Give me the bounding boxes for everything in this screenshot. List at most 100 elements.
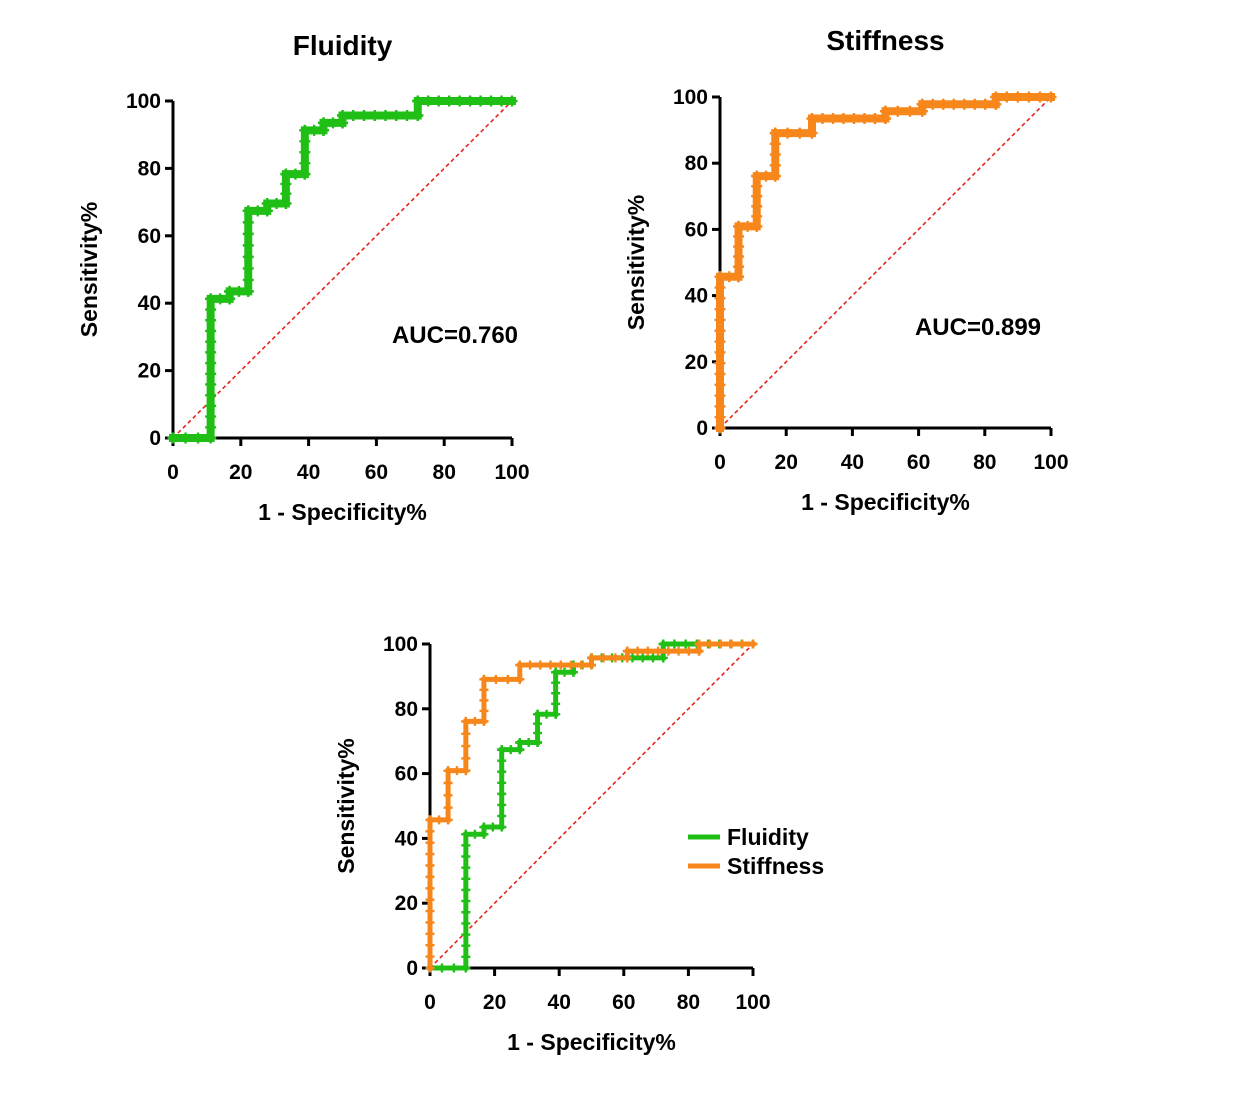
fluidity-point-marker xyxy=(461,952,471,962)
stiffness-point-marker xyxy=(1001,91,1013,103)
fluidity-point-marker xyxy=(205,357,217,369)
fluidity-point-marker xyxy=(299,168,311,180)
stiffness-point-marker xyxy=(751,220,763,232)
stiffness-point-marker xyxy=(425,849,435,859)
x-tick-label: 80 xyxy=(677,991,700,1014)
stiffness-point-marker xyxy=(587,653,596,663)
stiffness-point-marker xyxy=(525,660,535,670)
y-tick-label: 0 xyxy=(696,417,708,440)
stiffness-point-marker xyxy=(576,660,586,670)
stiffness-point-marker xyxy=(443,790,453,800)
stiffness-point-marker xyxy=(674,646,684,656)
fluidity-point-marker xyxy=(461,840,471,850)
fluidity-point-marker xyxy=(497,822,507,832)
stiffness-point-marker xyxy=(714,346,726,358)
stiffness-point-marker xyxy=(769,127,781,139)
fluidity-point-marker xyxy=(299,135,311,147)
reference-diagonal-line xyxy=(172,100,513,439)
stiffness-point-marker xyxy=(633,646,643,656)
stiffness-point-marker xyxy=(461,753,471,763)
stiffness-point-marker xyxy=(425,815,435,825)
fluidity-point-marker xyxy=(205,378,217,390)
stiffness-point-marker xyxy=(535,660,545,670)
stiffness-point-marker xyxy=(733,261,745,273)
fluidity-point-marker xyxy=(205,346,217,358)
fluidity-point-marker xyxy=(454,95,466,107)
fluidity-point-marker xyxy=(648,653,658,663)
stiffness-point-marker xyxy=(714,368,726,380)
fluidity-point-marker xyxy=(242,285,254,297)
x-tick-label: 20 xyxy=(775,451,798,474)
stiffness-point-marker xyxy=(817,113,829,125)
y-axis-label: Sensitivity% xyxy=(333,738,359,874)
fluidity-point-marker xyxy=(252,205,264,217)
fluidity-point-marker xyxy=(412,95,424,107)
fluidity-point-marker xyxy=(205,421,217,433)
fluidity-point-marker xyxy=(205,400,217,412)
x-axis-label: 1 - Specificity% xyxy=(801,489,970,515)
stiffness-point-marker xyxy=(748,639,758,649)
x-tick-label: 40 xyxy=(841,451,864,474)
stiffness-point-marker xyxy=(479,674,489,684)
fluidity-point-marker xyxy=(524,737,534,747)
fluidity-point-marker xyxy=(180,432,192,444)
stiffness-point-marker xyxy=(714,314,726,326)
fluidity-point-marker xyxy=(515,737,525,747)
stiffness-point-marker xyxy=(663,646,673,656)
stiffness-point-marker xyxy=(927,98,939,110)
stiffness-point-marker xyxy=(714,282,726,294)
fluidity-point-marker xyxy=(479,822,489,832)
stiffness-point-marker xyxy=(838,113,850,125)
stiffness-point-marker xyxy=(714,303,726,315)
stiffness-point-marker xyxy=(794,127,806,139)
y-tick-label: 80 xyxy=(395,698,418,721)
fluidity-point-marker xyxy=(437,963,447,973)
fluidity-point-marker xyxy=(461,941,471,951)
fluidity-point-marker xyxy=(242,205,254,217)
x-tick-label: 100 xyxy=(494,461,529,484)
stiffness-point-marker xyxy=(751,180,763,192)
fluidity-point-marker xyxy=(638,653,648,663)
fluidity-point-marker xyxy=(497,778,507,788)
stiffness-point-marker xyxy=(622,646,632,656)
fluidity-point-marker xyxy=(658,639,668,649)
fluidity-point-marker xyxy=(261,197,273,209)
stiffness-point-marker xyxy=(461,729,471,739)
x-tick-label: 60 xyxy=(907,451,930,474)
y-tick-label: 80 xyxy=(138,157,161,180)
fluidity-point-marker xyxy=(205,389,217,401)
stiffness-point-marker xyxy=(684,646,694,656)
fluidity-point-marker xyxy=(560,667,570,677)
y-tick-label: 100 xyxy=(383,633,418,656)
stiffness-point-marker xyxy=(425,952,435,962)
x-tick-label: 40 xyxy=(297,461,320,484)
fluidity-point-marker xyxy=(488,822,498,832)
y-tick-label: 60 xyxy=(395,763,418,786)
fluidity-point-marker xyxy=(242,251,254,263)
stiffness-point-marker xyxy=(751,170,763,182)
stiffness-point-marker xyxy=(714,422,726,434)
fluidity-point-marker xyxy=(461,874,471,884)
stiffness-point-marker xyxy=(461,716,471,726)
stiffness-point-marker xyxy=(937,98,949,110)
fluidity-point-marker xyxy=(551,678,561,688)
stiffness-point-marker xyxy=(714,325,726,337)
stiffness-point-marker xyxy=(859,113,871,125)
fluidity-point-marker xyxy=(681,639,691,649)
stiffness-point-marker xyxy=(515,660,525,670)
stiffness-point-marker xyxy=(1045,91,1057,103)
fluidity-point-marker xyxy=(542,709,552,719)
stiffness-point-marker xyxy=(425,940,435,950)
fluidity-point-marker xyxy=(506,745,516,755)
x-tick-label: 80 xyxy=(973,451,996,474)
y-axis-label: Sensitivity% xyxy=(623,195,649,331)
y-tick-label: 40 xyxy=(138,292,161,315)
fluidity-point-marker xyxy=(205,293,217,305)
fluidity-point-marker xyxy=(461,930,471,940)
fluidity-point-marker xyxy=(533,719,543,729)
fluidity-point-marker xyxy=(551,699,561,709)
y-tick-label: 0 xyxy=(149,427,161,450)
stiffness-point-marker xyxy=(461,766,471,776)
y-tick-label: 40 xyxy=(395,827,418,850)
fluidity-point-marker xyxy=(497,811,507,821)
